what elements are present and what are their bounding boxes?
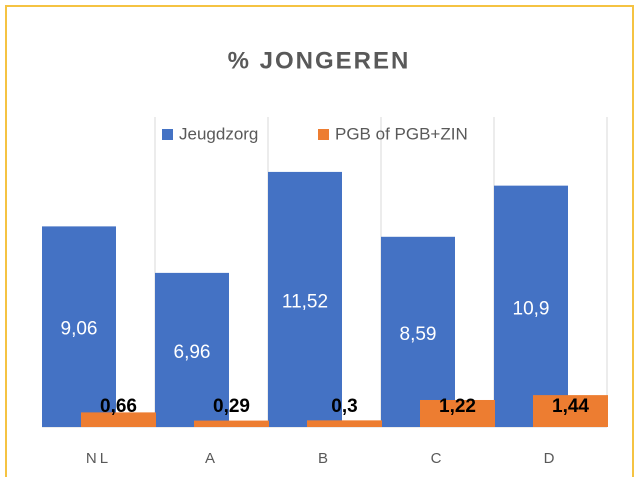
legend-swatch: [162, 129, 173, 140]
bar: [420, 399, 495, 427]
legend-label: PGB of PGB+ZIN: [335, 124, 468, 143]
legend-label: Jeugdzorg: [179, 124, 258, 143]
value-label: 10,9: [513, 298, 550, 319]
bar: [194, 420, 269, 427]
bar: [81, 412, 156, 427]
bar: [494, 185, 568, 427]
x-tick-label: D: [544, 450, 558, 467]
bar: [533, 395, 608, 427]
bar: [381, 236, 455, 427]
value-label: 11,52: [282, 291, 328, 312]
value-label: 9,06: [61, 319, 98, 340]
bar: [42, 226, 116, 427]
x-tick-label: A: [205, 450, 218, 467]
value-label: 0,29: [213, 396, 250, 417]
chart-title: % JONGEREN: [228, 47, 411, 74]
x-tick-label: C: [431, 450, 445, 467]
bar: [268, 171, 342, 427]
bar: [307, 420, 382, 427]
bar: [155, 272, 229, 427]
x-tick-label: NL: [86, 450, 111, 467]
value-label: 0,3: [331, 396, 357, 417]
value-label: 1,44: [552, 396, 589, 417]
value-label: 8,59: [400, 324, 437, 345]
x-tick-label: B: [318, 450, 331, 467]
value-label: 6,96: [174, 342, 211, 363]
value-label: 0,66: [100, 396, 137, 417]
frame: [5, 5, 634, 477]
value-label: 1,22: [439, 396, 476, 417]
legend-swatch: [318, 129, 329, 140]
